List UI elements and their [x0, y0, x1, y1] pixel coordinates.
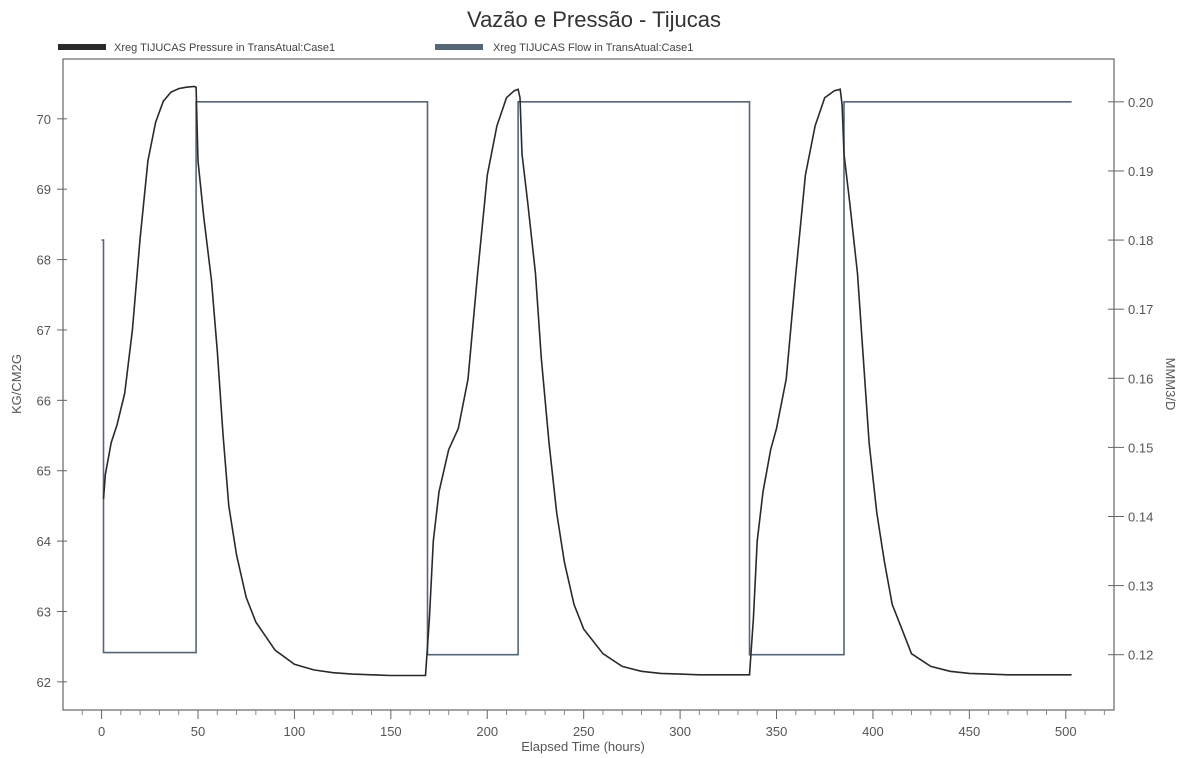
- y-left-tick-label: 67: [37, 323, 51, 338]
- x-axis: 0 50 100 150 200 250 300 350 400 450 500: [81, 710, 1105, 739]
- x-tick-label: 500: [1055, 724, 1077, 739]
- plot-frame: [62, 58, 1115, 711]
- legend: Xreg TIJUCAS Pressure in TransAtual:Case…: [58, 42, 693, 54]
- y-right-tick-label: 0.17: [1128, 302, 1153, 317]
- y-right-tick-label: 0.16: [1128, 371, 1153, 386]
- y-left-tick-label: 62: [37, 675, 51, 690]
- y-left-tick-label: 69: [37, 182, 51, 197]
- y-left-tick-label: 64: [37, 534, 51, 549]
- y-right-tick-label: 0.20: [1128, 95, 1153, 110]
- x-tick-label: 250: [573, 724, 595, 739]
- legend-swatch-pressure: [58, 44, 106, 50]
- legend-label-flow: Xreg TIJUCAS Flow in TransAtual:Case1: [493, 42, 693, 54]
- y-axis-right: 0.12 0.13 0.14 0.15 0.16 0.17 0.18 0.19 0.20: [1108, 95, 1153, 663]
- y-axis-right-label: MMM3/D: [1163, 358, 1178, 411]
- legend-label-pressure: Xreg TIJUCAS Pressure in TransAtual:Case…: [114, 42, 335, 54]
- x-tick-label: 200: [476, 724, 498, 739]
- x-tick-label: 50: [191, 724, 205, 739]
- x-tick-label: 0: [98, 724, 105, 739]
- y-left-tick-label: 68: [37, 253, 51, 268]
- y-axis-left: 62 63 64 65 66 67 68 69 70: [37, 112, 67, 690]
- pressure-series-line: [102, 85, 1072, 677]
- y-right-tick-label: 0.13: [1128, 579, 1153, 594]
- flow-series-line: [101, 101, 1072, 656]
- y-right-tick-label: 0.19: [1128, 164, 1153, 179]
- chart-title: Vazão e Pressão - Tijucas: [467, 7, 721, 32]
- x-tick-label: 400: [862, 724, 884, 739]
- y-left-tick-label: 66: [37, 393, 51, 408]
- y-right-tick-label: 0.12: [1128, 648, 1153, 663]
- y-left-tick-label: 65: [37, 464, 51, 479]
- y-left-tick-label: 70: [37, 112, 51, 127]
- legend-swatch-flow: [435, 44, 483, 50]
- y-right-tick-label: 0.18: [1128, 233, 1153, 248]
- x-tick-label: 300: [669, 724, 691, 739]
- y-axis-left-label: KG/CM2G: [9, 354, 24, 414]
- x-tick-label: 450: [959, 724, 981, 739]
- x-axis-label: Elapsed Time (hours): [521, 739, 645, 754]
- x-tick-label: 150: [380, 724, 402, 739]
- y-left-tick-label: 63: [37, 604, 51, 619]
- x-tick-label: 100: [284, 724, 306, 739]
- y-right-tick-label: 0.14: [1128, 509, 1153, 524]
- x-tick-label: 350: [766, 724, 788, 739]
- y-right-tick-label: 0.15: [1128, 440, 1153, 455]
